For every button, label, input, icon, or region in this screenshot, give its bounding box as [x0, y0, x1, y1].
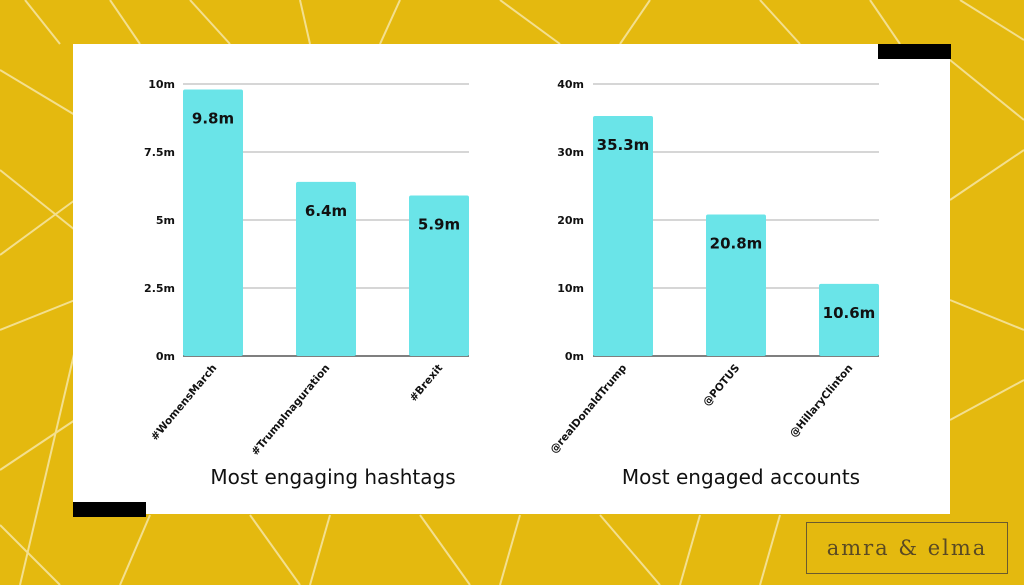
bar	[183, 89, 243, 356]
y-tick-label: 10m	[557, 282, 584, 295]
category-label: @HillaryClinton	[787, 362, 855, 440]
chart-2: 0m 10m 20m 30m 40m 35.3m @realDonaldTrump 20.8m…	[548, 78, 879, 489]
data-label: 9.8m	[192, 109, 234, 127]
brand-logo-text: amra & elma	[826, 536, 988, 560]
data-label: 35.3m	[597, 136, 650, 154]
bar	[593, 115, 653, 357]
category-label: @realDonaldTrump	[548, 362, 630, 456]
y-tick-label: 5m	[156, 214, 175, 227]
chart-1: 0m 2.5m 5m 7.5m 10m 9.8m #WomensMarch 6.4m #Trum…	[144, 78, 469, 489]
y-tick-label: 20m	[557, 214, 584, 227]
y-tick-label: 40m	[557, 78, 584, 91]
bar	[706, 214, 766, 356]
bar	[409, 195, 469, 356]
data-label: 6.4m	[305, 202, 347, 220]
decor-bar-top-right	[878, 44, 951, 59]
bar	[296, 181, 356, 356]
decor-bar-bottom-left	[73, 502, 146, 517]
data-label: 5.9m	[418, 216, 460, 234]
category-label: #Brexit	[408, 362, 446, 404]
bar	[819, 283, 879, 356]
chart-title: Most engaging hashtags	[210, 465, 455, 489]
data-label: 10.6m	[823, 304, 876, 322]
data-label: 20.8m	[710, 235, 763, 253]
category-label: #TrumpInaguration	[249, 362, 332, 458]
brand-logo: amra & elma	[806, 522, 1008, 574]
chart-title: Most engaged accounts	[622, 465, 860, 489]
y-tick-label: 0m	[565, 350, 584, 363]
y-tick-label: 7.5m	[144, 146, 175, 159]
y-tick-label: 0m	[156, 350, 175, 363]
category-label: #WomensMarch	[149, 362, 220, 443]
y-tick-label: 30m	[557, 146, 584, 159]
category-label: @POTUS	[701, 362, 743, 408]
y-tick-label: 2.5m	[144, 282, 175, 295]
y-tick-label: 10m	[148, 78, 175, 91]
